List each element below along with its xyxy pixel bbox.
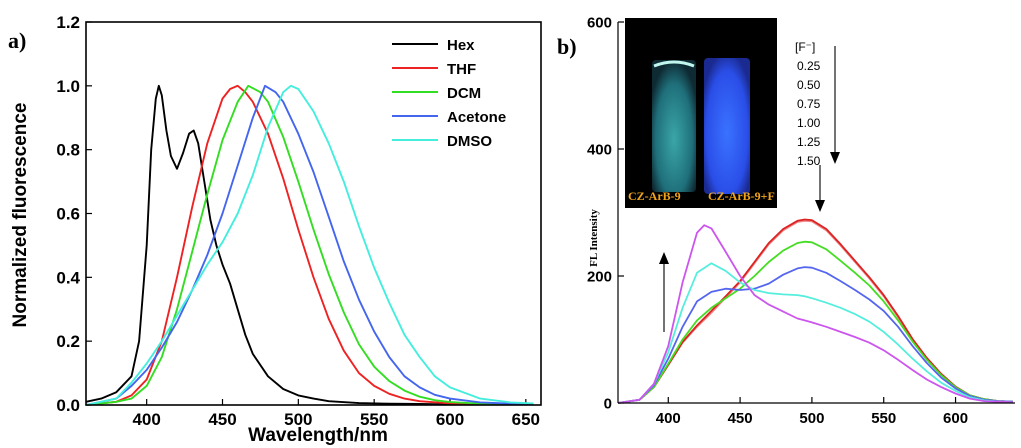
- panel-a-xlabel: Wavelength/nm: [248, 425, 388, 446]
- vials-photo: CZ-ArB-9 CZ-ArB-9+F: [625, 18, 777, 208]
- x-tick-label: 450: [208, 410, 236, 429]
- y-tick-label: 0: [604, 395, 612, 412]
- x-tick-label: 550: [360, 410, 388, 429]
- panel-a: a) Normalized fluorescence Wavelength/nm…: [8, 13, 542, 446]
- series-line-hex: [85, 84, 534, 406]
- series-line-5: [617, 262, 1014, 404]
- panel-a-ylabel: Normalized fluorescence: [10, 103, 31, 328]
- x-tick-label: 600: [436, 410, 464, 429]
- y-tick-label: 1.2: [56, 13, 80, 32]
- panel-b-label: b): [557, 34, 577, 59]
- fluoride-concentration-label: 1.50: [797, 154, 821, 168]
- fluoride-concentration-label: 1.00: [797, 116, 821, 130]
- legend-label-hex: Hex: [447, 37, 475, 54]
- fluoride-concentration-label: 1.25: [797, 135, 821, 149]
- y-tick-label: 400: [587, 141, 612, 158]
- down-arrow-head: [830, 152, 840, 164]
- panel-b-ticks: 400 450 500 550 600 0 200 400 600: [587, 14, 968, 427]
- y-tick-label: 1.0: [56, 77, 80, 96]
- series-line-1: [617, 219, 1014, 404]
- x-tick-label: 650: [512, 410, 540, 429]
- legend-label-dcm: DCM: [447, 85, 481, 102]
- legend-label-dmso: DMSO: [447, 133, 492, 150]
- y-tick-label: 0.0: [56, 396, 80, 415]
- y-tick-label: 0.4: [56, 268, 80, 287]
- series-line-4: [617, 266, 1014, 404]
- photo-label-2: CZ-ArB-9+F: [708, 189, 775, 203]
- series-line-2: [617, 218, 1014, 404]
- fluoride-concentration-label: 0.25: [797, 59, 821, 73]
- y-tick-label: 0.2: [56, 332, 80, 351]
- photo-label-1: CZ-ArB-9: [628, 189, 681, 203]
- y-tick-label: 0.8: [56, 141, 80, 160]
- vial-cz-arb-9: [652, 60, 696, 192]
- fluoride-legend-title: [F⁻]: [795, 40, 815, 54]
- panel-a-series: [85, 84, 534, 406]
- y-tick-label: 600: [587, 14, 612, 31]
- panel-a-plot-frame: [85, 21, 542, 406]
- series-line-dmso: [85, 84, 534, 406]
- x-tick-label: 450: [728, 410, 753, 427]
- panel-a-label: a): [8, 28, 26, 53]
- up-arrow-head: [659, 252, 669, 264]
- series-line-acetone: [85, 84, 534, 406]
- series-line-3: [617, 240, 1014, 404]
- vial-cz-arb-9-f: [704, 58, 750, 194]
- x-tick-label: 500: [799, 410, 824, 427]
- legend-label-acetone: Acetone: [447, 109, 506, 126]
- x-tick-label: 600: [943, 410, 968, 427]
- y-tick-label: 0.6: [56, 204, 80, 223]
- fluoride-concentration-label: 0.50: [797, 78, 821, 92]
- series-line-6: [617, 224, 1014, 404]
- x-tick-label: 400: [132, 410, 160, 429]
- panel-a-ticks: 400 450 500 550 600 650 0.0 0.2 0.4 0.6 0.8 1.0 1.2: [56, 13, 540, 429]
- x-tick-label: 400: [656, 410, 681, 427]
- series-line-thf: [85, 84, 534, 406]
- panel-a-legend: Hex THF DCM Acetone DMSO: [392, 37, 506, 150]
- x-tick-label: 500: [284, 410, 312, 429]
- fluoride-concentration-label: 0.75: [797, 97, 821, 111]
- down-arrow-2-head: [815, 200, 825, 212]
- panel-b-ylabel: FL Intensity: [588, 209, 600, 267]
- y-tick-label: 200: [587, 268, 612, 285]
- panel-b: b) FL Intensity 400 450 500 550 600 0 200 400 60…: [557, 14, 1015, 427]
- panel-b-series: [617, 218, 1014, 404]
- legend-label-thf: THF: [447, 61, 476, 78]
- fluoride-legend: [F⁻] 0.25 0.50 0.75 1.00 1.25 1.50: [659, 40, 840, 332]
- x-tick-label: 550: [871, 410, 896, 427]
